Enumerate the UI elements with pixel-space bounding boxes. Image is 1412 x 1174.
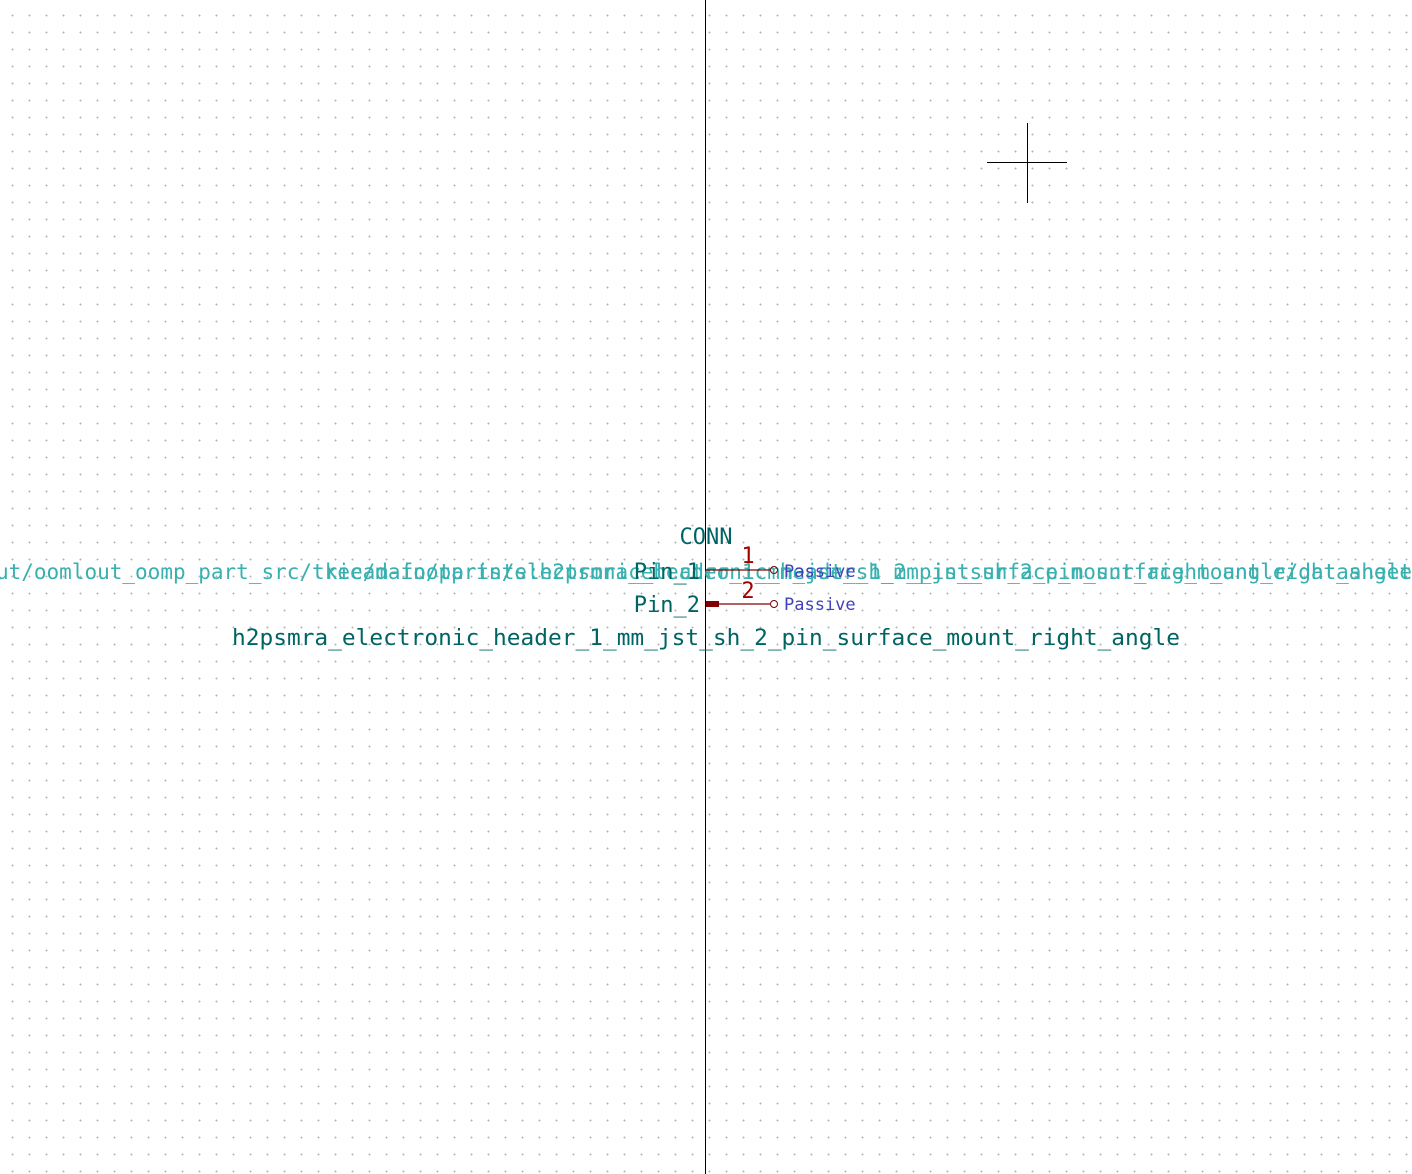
reference-field[interactable]: CONN [680, 525, 733, 550]
pin-2-name: Pin_2 [634, 593, 700, 618]
pin-1-electrical-type: Passive [784, 562, 856, 582]
pin-1-name: Pin_1 [634, 560, 700, 585]
pin-2-selected-marker [706, 601, 719, 607]
crosshair-cursor-icon [987, 123, 1067, 203]
pin-1-number: 1 [741, 544, 754, 569]
pin-2-number: 2 [741, 579, 754, 604]
footprint-field[interactable]: kicad-footprints:h2psmra_electronic_head… [325, 560, 1412, 584]
pin-2-electrical-type: Passive [784, 595, 856, 615]
value-field[interactable]: h2psmra_electronic_header_1_mm_jst_sh_2_… [232, 626, 1180, 651]
pin-2-connection-point [771, 601, 778, 608]
